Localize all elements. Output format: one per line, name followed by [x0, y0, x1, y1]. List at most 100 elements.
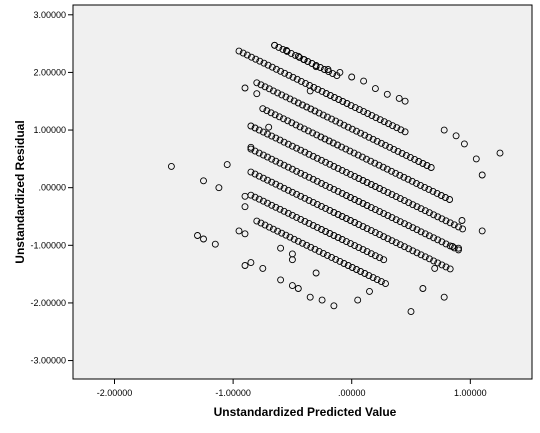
data-point — [274, 227, 282, 235]
data-point — [331, 94, 338, 101]
data-point — [322, 181, 330, 189]
data-point — [313, 154, 321, 162]
data-point — [292, 121, 300, 129]
data-point — [241, 84, 249, 92]
data-point — [429, 187, 437, 195]
data-point — [417, 251, 425, 259]
data-point — [382, 280, 389, 288]
data-point — [318, 87, 326, 95]
data-point — [300, 125, 308, 133]
data-point — [294, 52, 302, 60]
data-point — [313, 177, 321, 185]
data-point — [367, 250, 375, 258]
data-point — [322, 204, 330, 212]
data-point — [371, 183, 379, 190]
data-point — [347, 240, 354, 248]
data-point — [392, 169, 400, 177]
data-point — [351, 104, 359, 112]
data-point — [283, 47, 291, 55]
data-point — [306, 293, 314, 301]
data-point — [294, 237, 302, 245]
data-point — [280, 161, 288, 169]
data-point — [430, 257, 438, 265]
data-point — [269, 225, 277, 233]
data-point — [442, 263, 450, 271]
data-point — [259, 264, 267, 272]
data-point — [304, 58, 312, 65]
data-point — [264, 199, 271, 207]
data-point — [305, 173, 313, 181]
data-point — [423, 162, 431, 169]
data-point — [396, 195, 404, 203]
data-point — [377, 278, 385, 286]
data-point — [371, 252, 379, 260]
data-point — [274, 89, 282, 97]
data-point — [442, 217, 450, 225]
data-point — [259, 151, 267, 159]
data-point — [342, 192, 350, 199]
data-point — [305, 196, 313, 204]
data-point — [404, 175, 412, 183]
data-point — [308, 60, 316, 67]
data-point — [319, 111, 327, 119]
data-point — [330, 209, 338, 216]
data-point — [322, 158, 330, 166]
data-point — [446, 219, 454, 227]
data-point — [255, 172, 263, 180]
data-point — [360, 77, 368, 85]
data-point — [332, 255, 340, 263]
data-point — [307, 105, 315, 113]
data-point — [334, 187, 342, 195]
data-point — [297, 146, 305, 154]
data-point — [358, 153, 366, 161]
data-point — [380, 187, 388, 195]
data-point — [405, 222, 413, 230]
data-point — [343, 100, 351, 107]
data-point — [269, 87, 277, 95]
data-point — [396, 171, 404, 179]
data-point — [247, 143, 255, 151]
data-point — [412, 179, 420, 187]
data-point — [472, 155, 480, 163]
data-point — [348, 73, 356, 81]
data-point — [247, 191, 255, 199]
data-point — [411, 155, 419, 163]
data-point — [260, 59, 268, 67]
data-point — [288, 188, 296, 196]
data-point — [355, 106, 363, 114]
data-point — [398, 149, 406, 157]
data-point — [282, 231, 290, 239]
data-point — [369, 274, 377, 282]
data-point — [322, 228, 330, 235]
data-point — [363, 202, 371, 209]
y-axis-title: Unstandardized Residual — [13, 120, 27, 263]
data-point — [301, 194, 309, 202]
data-point — [347, 170, 354, 178]
data-point — [261, 83, 269, 91]
data-point — [452, 132, 460, 140]
data-point — [407, 308, 415, 316]
data-point — [255, 149, 263, 157]
data-point — [396, 218, 404, 226]
data-point — [286, 95, 294, 103]
data-point — [351, 242, 359, 250]
data-point — [396, 241, 404, 249]
data-point — [335, 96, 343, 103]
data-point — [371, 159, 379, 167]
data-point — [421, 183, 429, 191]
data-point — [401, 97, 409, 105]
data-point — [306, 81, 314, 89]
data-point — [256, 57, 264, 65]
data-point — [401, 197, 408, 205]
data-point — [280, 115, 287, 123]
data-point — [375, 161, 383, 169]
data-point — [425, 185, 433, 193]
data-point — [434, 259, 442, 267]
data-point — [348, 264, 356, 271]
data-point — [326, 206, 334, 214]
data-point — [322, 90, 330, 97]
data-point — [401, 220, 408, 228]
data-point — [235, 227, 243, 235]
data-point — [318, 202, 325, 210]
data-point — [326, 160, 334, 168]
